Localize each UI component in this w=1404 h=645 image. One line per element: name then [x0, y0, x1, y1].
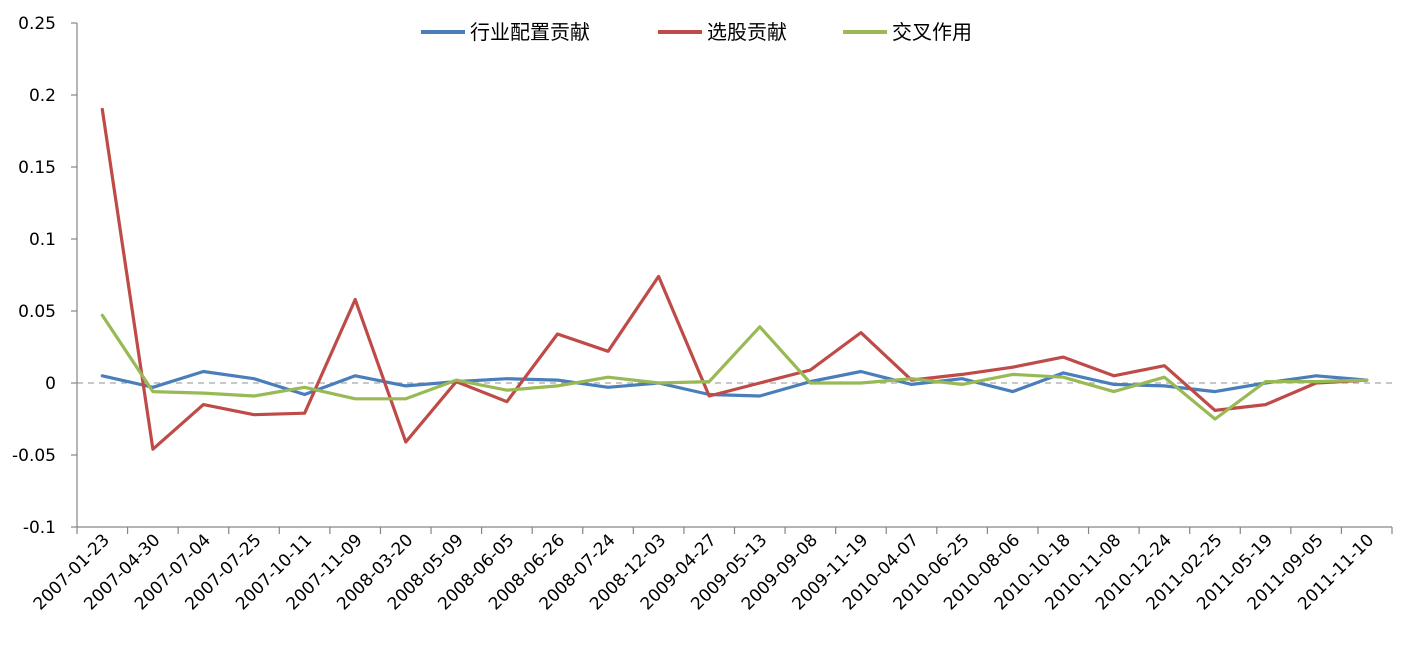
y-axis-ticks: 0.25 0.2 0.15 0.1 0.05 0 -0.05 -0.1: [12, 14, 77, 538]
y-tick-label: 0: [45, 374, 56, 394]
y-tick-label: 0.05: [18, 302, 56, 322]
series-points-3: [102, 315, 1367, 420]
axes: [76, 23, 1392, 528]
legend-label-1: 行业配置贡献: [470, 20, 590, 44]
y-tick-label: -0.1: [23, 518, 56, 538]
legend: 行业配置贡献 选股贡献 交叉作用: [421, 20, 972, 44]
series-lines: [100, 107, 1369, 451]
y-tick-label: 0.2: [29, 86, 56, 106]
y-tick-label: -0.05: [12, 446, 56, 466]
y-tick-label: 0.15: [18, 158, 56, 178]
legend-label-3: 交叉作用: [892, 20, 972, 44]
series-points-2: [102, 109, 1367, 450]
legend-label-2: 选股贡献: [707, 20, 787, 44]
y-tick-label: 0.1: [29, 230, 56, 250]
y-tick-label: 0.25: [18, 14, 56, 34]
series-line-2: [100, 107, 1369, 451]
x-axis-ticks: 2007-01-232007-04-302007-07-042007-07-25…: [30, 527, 1393, 614]
series-line-3: [100, 313, 1369, 421]
